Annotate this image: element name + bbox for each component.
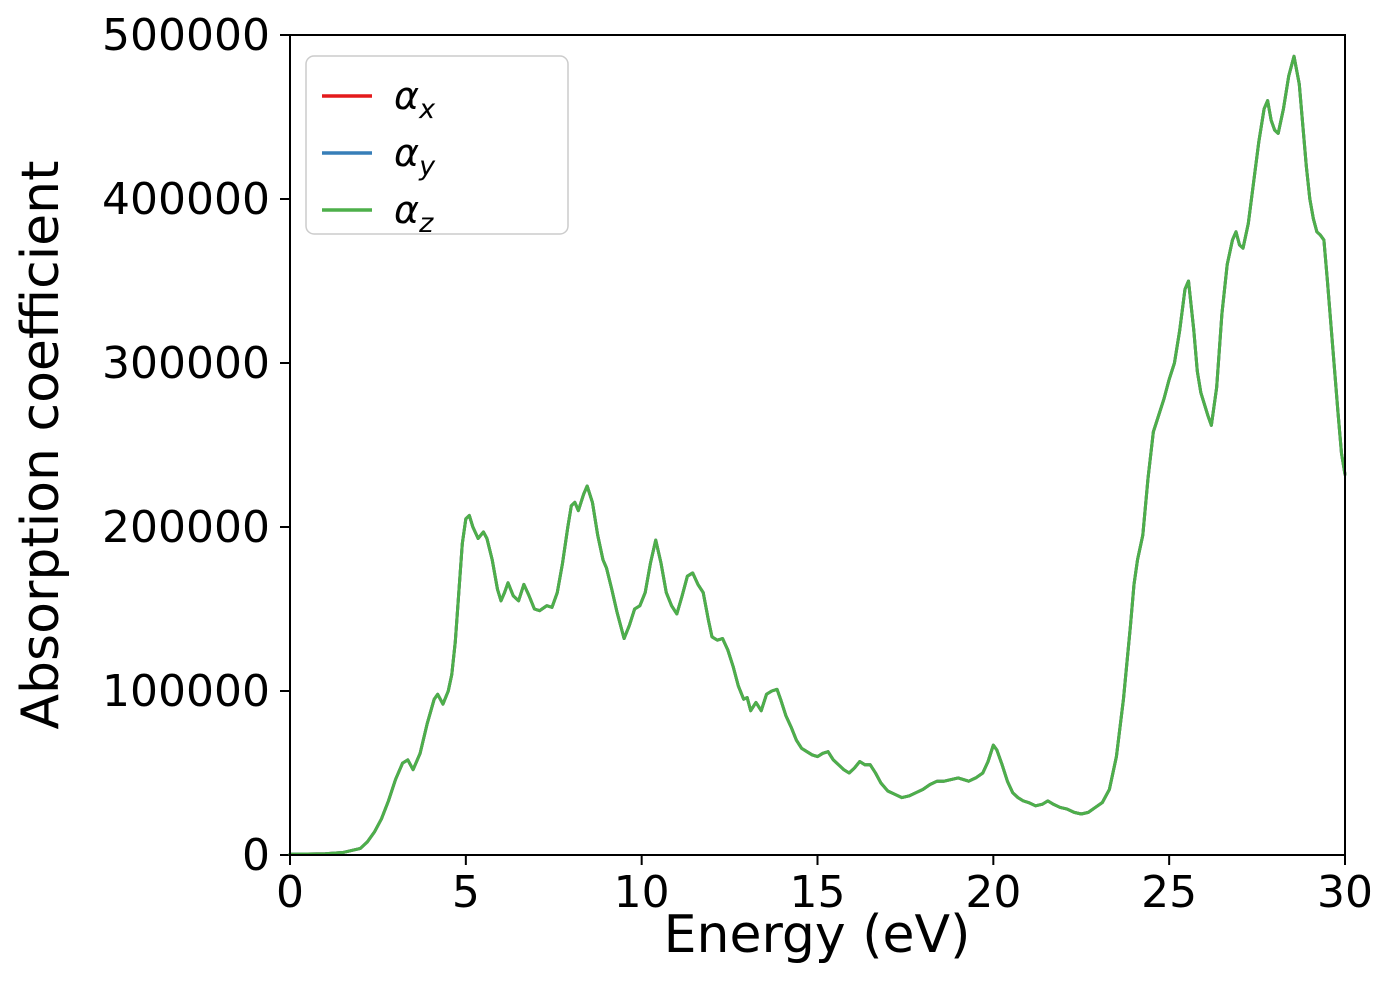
legend-box [305, 55, 569, 235]
y-tick-label: 400000 [102, 174, 270, 225]
x-tick-label: 0 [276, 867, 304, 918]
plot-border [289, 34, 1346, 856]
x-tick-label: 25 [1141, 867, 1197, 918]
y-axis-label: Absorption coefficient [11, 160, 71, 729]
x-tick-label: 20 [965, 867, 1021, 918]
x-tick-label: 15 [790, 867, 846, 918]
x-tick-label: 10 [614, 867, 670, 918]
y-tick-label: 200000 [102, 502, 270, 553]
x-axis-label: Energy (eV) [664, 905, 971, 965]
x-tick-label: 30 [1317, 867, 1373, 918]
series-line-alpha_z [288, 54, 1347, 856]
y-tick-label: 300000 [102, 338, 270, 389]
y-tick-label: 100000 [102, 666, 270, 717]
x-tick-label: 5 [452, 867, 480, 918]
y-tick-label: 0 [242, 830, 270, 881]
axes: 0 5 10 15 20 25 30 0 100000 200000 300000 400000 500… [102, 10, 1373, 918]
y-tick-label: 500000 [102, 10, 270, 61]
